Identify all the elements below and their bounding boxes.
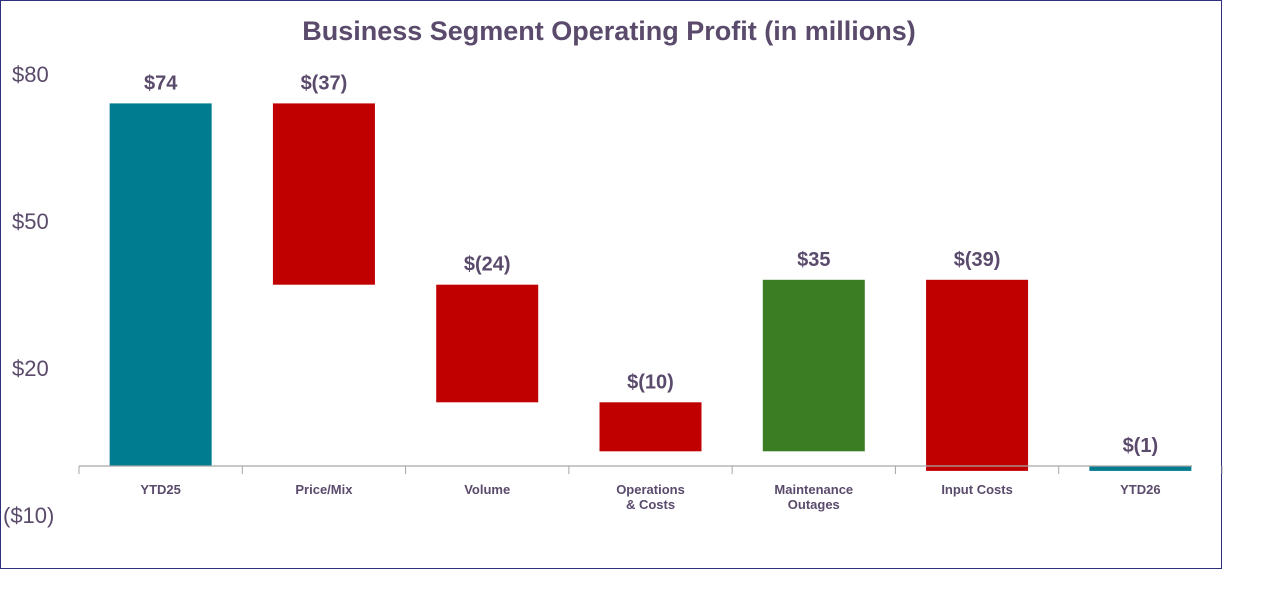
x-tick-label: Input Costs <box>941 482 1013 497</box>
data-label: $(24) <box>464 254 511 276</box>
y-tick-label: ($10) <box>3 503 54 528</box>
data-label: $(39) <box>954 249 1001 271</box>
data-labels: $74 $(37) $(24) $(10) $35 $(39) $(1) <box>144 72 1158 457</box>
bar <box>762 279 865 452</box>
bar <box>436 284 539 403</box>
x-tick-label: YTD25 <box>140 482 180 497</box>
y-tick-label: $50 <box>12 209 49 234</box>
chart-title: Business Segment Operating Profit (in mi… <box>302 16 916 46</box>
data-label: $(10) <box>627 371 674 393</box>
data-label: $35 <box>797 249 830 271</box>
data-label: $74 <box>144 72 178 94</box>
x-tick-label: Volume <box>464 482 510 497</box>
y-tick-label: $20 <box>12 356 49 381</box>
bar <box>1089 466 1192 471</box>
data-label: $(1) <box>1123 435 1159 457</box>
data-label: $(37) <box>301 72 348 94</box>
x-tick-label: Operations & Costs <box>616 482 685 512</box>
x-tick-label: YTD26 <box>1120 482 1160 497</box>
bar <box>926 279 1029 471</box>
y-tick-label: $80 <box>12 62 49 87</box>
bar <box>109 103 212 467</box>
x-tick-label: Price/Mix <box>295 482 353 497</box>
bar <box>599 402 702 452</box>
bars <box>109 103 1192 471</box>
chart-frame <box>0 0 1222 569</box>
x-axis: YTD25 Price/Mix Volume Operations & Costs Mai… <box>78 465 1223 512</box>
x-tick-label: Maintenance Outages <box>774 482 853 512</box>
bar <box>272 103 375 285</box>
y-axis-ticks: $80 $50 $20 ($10) <box>3 62 54 528</box>
